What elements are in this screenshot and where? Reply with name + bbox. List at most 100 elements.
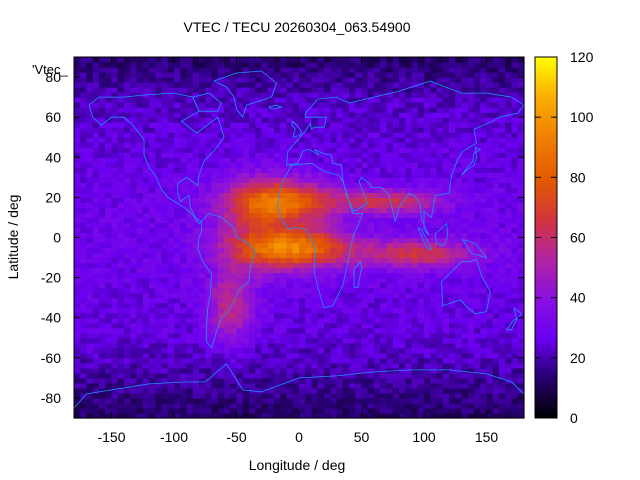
heatmap-cell xyxy=(286,112,294,118)
heatmap-cell xyxy=(167,57,175,63)
heatmap-cell xyxy=(486,282,494,289)
heatmap-cell xyxy=(286,367,294,374)
heatmap-cell xyxy=(199,247,206,254)
heatmap-cell xyxy=(267,162,275,168)
heatmap-cell xyxy=(367,107,375,113)
heatmap-cell xyxy=(449,247,456,254)
heatmap-cell xyxy=(167,407,175,414)
heatmap-cell xyxy=(174,197,181,203)
heatmap-cell xyxy=(411,387,419,394)
heatmap-cell xyxy=(336,292,344,299)
heatmap-cell xyxy=(236,297,244,304)
heatmap-cell xyxy=(355,237,363,244)
heatmap-cell xyxy=(442,72,450,78)
heatmap-cell xyxy=(249,62,256,68)
heatmap-cell xyxy=(92,272,100,279)
heatmap-cell xyxy=(286,232,294,239)
heatmap-cell xyxy=(86,342,94,349)
heatmap-cell xyxy=(317,382,325,389)
heatmap-cell xyxy=(155,332,163,339)
heatmap-cell xyxy=(74,322,81,329)
heatmap-cell xyxy=(80,332,88,339)
heatmap-cell xyxy=(105,252,113,259)
heatmap-cell xyxy=(130,322,138,329)
heatmap-cell xyxy=(292,142,300,148)
heatmap-cell xyxy=(224,202,231,209)
heatmap-cell xyxy=(249,412,256,419)
heatmap-cell xyxy=(136,267,144,274)
heatmap-cell xyxy=(436,127,444,133)
heatmap-cell xyxy=(374,162,381,168)
heatmap-cell xyxy=(430,322,438,329)
heatmap-cell xyxy=(130,327,138,334)
heatmap-cell xyxy=(349,97,356,103)
heatmap-cell xyxy=(349,62,356,68)
heatmap-cell xyxy=(349,372,356,379)
heatmap-cell xyxy=(311,217,319,224)
heatmap-cell xyxy=(180,152,188,158)
heatmap-cell xyxy=(186,347,194,354)
heatmap-cell xyxy=(455,342,463,349)
heatmap-cell xyxy=(186,252,194,259)
heatmap-cell xyxy=(267,262,275,269)
heatmap-cell xyxy=(399,307,406,314)
heatmap-cell xyxy=(186,232,194,239)
heatmap-cell xyxy=(386,257,394,264)
heatmap-cell xyxy=(455,62,463,68)
heatmap-cell xyxy=(242,297,250,304)
heatmap-cell xyxy=(86,402,94,409)
heatmap-cell xyxy=(186,127,194,133)
heatmap-cell xyxy=(286,77,294,83)
heatmap-cell xyxy=(361,122,369,128)
heatmap-cell xyxy=(317,197,325,203)
heatmap-cell xyxy=(274,317,281,324)
heatmap-cell xyxy=(74,297,81,304)
heatmap-cell xyxy=(230,57,238,63)
heatmap-cell xyxy=(92,242,100,249)
heatmap-cell xyxy=(474,317,481,324)
heatmap-cell xyxy=(474,102,481,108)
heatmap-cell xyxy=(374,287,381,294)
heatmap-cell xyxy=(136,97,144,103)
heatmap-cell xyxy=(242,197,250,203)
heatmap-cell xyxy=(180,397,188,404)
heatmap-cell xyxy=(105,247,113,254)
heatmap-cell xyxy=(374,362,381,369)
heatmap-cell xyxy=(317,67,325,73)
heatmap-cell xyxy=(386,167,394,173)
heatmap-cell xyxy=(92,287,100,294)
heatmap-cell xyxy=(92,62,100,68)
heatmap-cell xyxy=(217,397,225,404)
heatmap-cell xyxy=(442,347,450,354)
heatmap-cell xyxy=(192,307,200,314)
heatmap-cell xyxy=(374,87,381,93)
heatmap-cell xyxy=(330,317,338,324)
heatmap-cell xyxy=(261,392,269,399)
heatmap-cell xyxy=(274,242,281,249)
heatmap-cell xyxy=(467,257,475,264)
heatmap-cell xyxy=(461,152,469,158)
heatmap-cell xyxy=(274,362,281,369)
heatmap-cell xyxy=(224,232,231,239)
heatmap-cell xyxy=(424,112,431,118)
heatmap-cell xyxy=(186,152,194,158)
heatmap-cell xyxy=(130,237,138,244)
heatmap-cell xyxy=(224,257,231,264)
heatmap-cell xyxy=(492,357,500,364)
heatmap-cell xyxy=(336,257,344,264)
heatmap-cell xyxy=(461,402,469,409)
heatmap-cell xyxy=(286,212,294,219)
heatmap-cell xyxy=(74,97,81,103)
heatmap-cell xyxy=(386,87,394,93)
heatmap-cell xyxy=(417,322,425,329)
heatmap-cell xyxy=(261,222,269,229)
heatmap-cell xyxy=(330,292,338,299)
heatmap-cell xyxy=(349,407,356,414)
heatmap-cell xyxy=(192,347,200,354)
heatmap-cell xyxy=(405,122,413,128)
heatmap-cell xyxy=(436,182,444,188)
heatmap-cell xyxy=(280,357,288,364)
heatmap-cell xyxy=(461,267,469,274)
heatmap-cell xyxy=(205,412,213,419)
heatmap-cell xyxy=(199,172,206,178)
